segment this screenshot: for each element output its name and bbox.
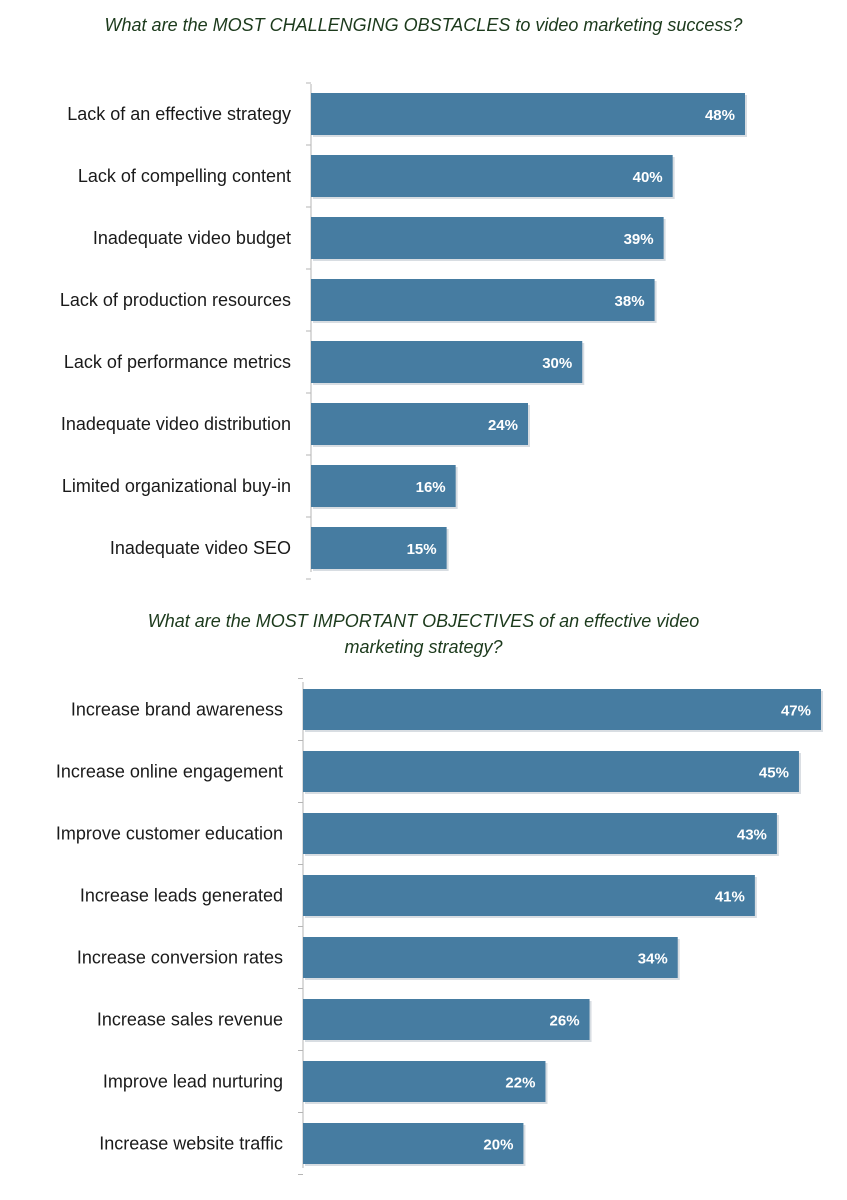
obstacles-value-label: 38% xyxy=(615,293,645,310)
obstacles-value-label: 24% xyxy=(488,417,518,434)
objectives-bar xyxy=(303,999,590,1040)
obstacles-value-label: 16% xyxy=(416,479,446,496)
objectives-bar xyxy=(303,1061,546,1102)
obstacles-chart: Lack of an effective strategy 48% Lack of … xyxy=(60,82,747,580)
objectives-category-label: Increase brand awareness xyxy=(71,700,283,720)
objectives-category-label: Increase conversion rates xyxy=(77,948,283,968)
obstacles-category-label: Inadequate video distribution xyxy=(61,414,291,434)
objectives-bar xyxy=(303,937,678,978)
obstacles-category-label: Inadequate video SEO xyxy=(110,538,291,558)
obstacles-category-label: Inadequate video budget xyxy=(93,228,291,248)
obstacles-value-label: 39% xyxy=(624,231,654,248)
objectives-bar xyxy=(303,813,777,854)
objectives-bar xyxy=(303,689,821,730)
objectives-bar xyxy=(303,1123,524,1164)
objectives-value-label: 22% xyxy=(505,1075,535,1092)
obstacles-value-label: 48% xyxy=(705,107,735,124)
obstacles-value-label: 30% xyxy=(542,355,572,372)
objectives-value-label: 41% xyxy=(715,889,745,906)
objectives-value-label: 43% xyxy=(737,827,767,844)
objectives-category-label: Increase online engagement xyxy=(56,762,283,782)
objectives-category-label: Increase sales revenue xyxy=(97,1010,283,1030)
objectives-chart: Increase brand awareness 47% Increase onli… xyxy=(56,678,823,1175)
objectives-bar xyxy=(303,751,799,792)
chart-title-obstacles: What are the MOST CHALLENGING OBSTACLES … xyxy=(104,15,743,35)
obstacles-value-label: 15% xyxy=(407,541,437,558)
obstacles-category-label: Lack of an effective strategy xyxy=(67,104,291,124)
objectives-value-label: 45% xyxy=(759,765,789,782)
objectives-value-label: 47% xyxy=(781,703,811,720)
objectives-bar xyxy=(303,875,755,916)
obstacles-category-label: Lack of production resources xyxy=(60,290,291,310)
objectives-category-label: Improve customer education xyxy=(56,824,283,844)
obstacles-category-label: Lack of compelling content xyxy=(78,166,291,186)
objectives-value-label: 34% xyxy=(638,951,668,968)
obstacles-bar xyxy=(311,155,673,197)
obstacles-bar xyxy=(311,527,447,569)
obstacles-bar xyxy=(311,217,664,259)
obstacles-bar xyxy=(311,341,583,383)
obstacles-category-label: Lack of performance metrics xyxy=(64,352,291,372)
objectives-value-label: 26% xyxy=(550,1013,580,1030)
obstacles-category-label: Limited organizational buy-in xyxy=(62,476,291,496)
objectives-category-label: Increase website traffic xyxy=(99,1134,283,1154)
objectives-category-label: Increase leads generated xyxy=(80,886,283,906)
obstacles-bar xyxy=(311,465,456,507)
objectives-value-label: 20% xyxy=(483,1137,513,1154)
chart-title-objectives: What are the MOST IMPORTANT OBJECTIVES o… xyxy=(147,611,700,657)
obstacles-bar xyxy=(311,279,655,321)
obstacles-value-label: 40% xyxy=(633,169,663,186)
objectives-category-label: Improve lead nurturing xyxy=(103,1072,283,1092)
obstacles-bar xyxy=(311,403,528,445)
obstacles-bar xyxy=(311,93,745,135)
